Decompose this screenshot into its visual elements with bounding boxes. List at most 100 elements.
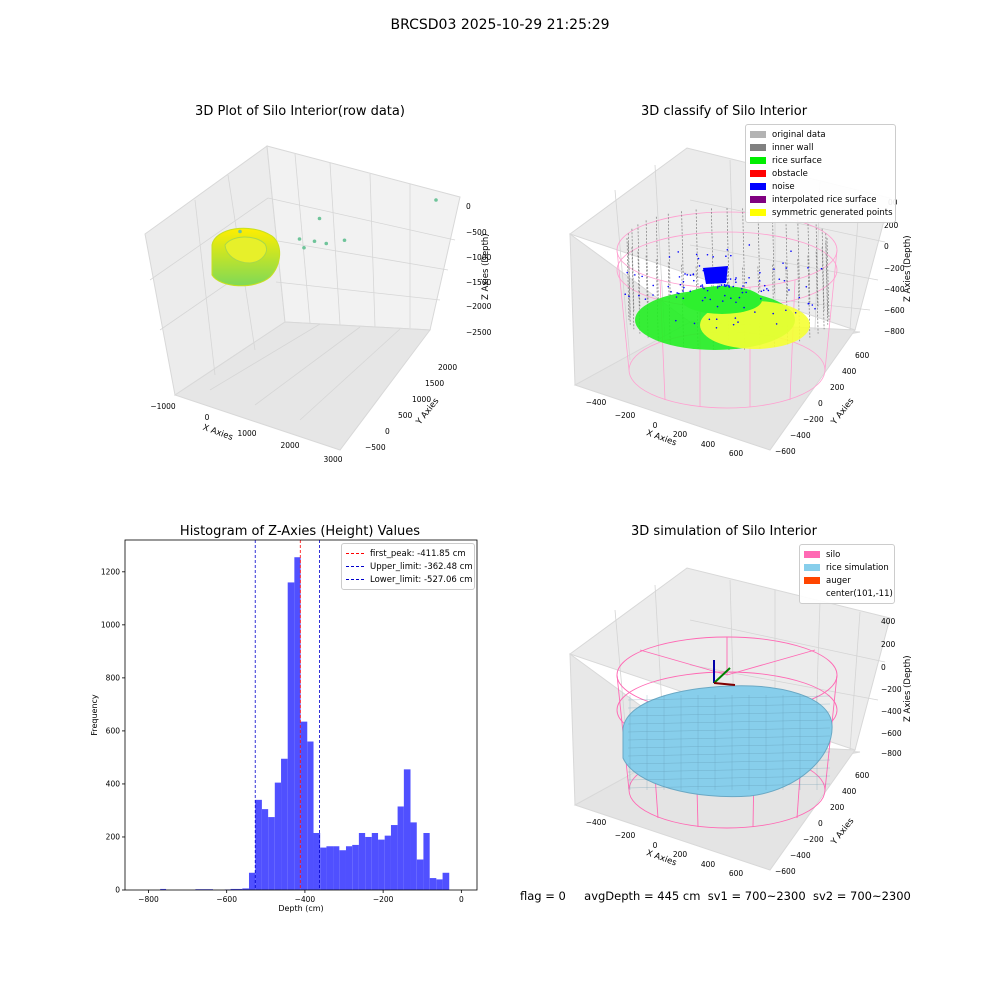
legend-swatch xyxy=(750,170,766,177)
legend-swatch xyxy=(804,564,820,571)
noise-point xyxy=(820,267,823,270)
legend-label: symmetric generated points xyxy=(772,207,893,218)
legend-item: center(101,-11) xyxy=(804,587,893,600)
legend-item: silo xyxy=(804,548,890,561)
x-tick-label: 400 xyxy=(701,860,716,869)
y-tick-label: 600 xyxy=(106,726,121,735)
legend-label: center(101,-11) xyxy=(826,588,893,599)
wall-column xyxy=(626,237,630,321)
noise-point xyxy=(742,285,744,287)
noise-point xyxy=(783,279,786,282)
z-tick-label: −800 xyxy=(881,749,902,758)
y-tick-label: 800 xyxy=(106,673,121,682)
histogram-bar xyxy=(326,846,334,890)
outlier-point xyxy=(238,229,242,234)
z-tick-label: 0 xyxy=(466,202,471,211)
legend-item: first_peak: -411.85 cm xyxy=(346,547,470,560)
noise-point xyxy=(724,285,727,287)
x-tick-label: 200 xyxy=(673,430,688,439)
z-tick-label: −200 xyxy=(884,264,905,273)
wall-column xyxy=(726,207,730,291)
legend-label: auger xyxy=(826,575,851,586)
x-tick-label: 1000 xyxy=(237,429,256,438)
wall-column xyxy=(815,251,819,334)
noise-point xyxy=(693,279,695,282)
noise-point xyxy=(667,285,670,288)
noise-point xyxy=(624,293,627,295)
x-tick-label: −800 xyxy=(138,895,159,904)
x-tick-label: 600 xyxy=(729,869,744,878)
noise-point xyxy=(743,306,745,309)
legend-label: silo xyxy=(826,549,841,560)
histogram-bar xyxy=(320,847,327,890)
mesh-line xyxy=(627,775,831,781)
noise-point xyxy=(775,323,778,325)
panel4-zlabel: Z Axies (Depth) xyxy=(903,655,913,722)
wall-column xyxy=(695,209,699,292)
z-tick-label: 400 xyxy=(881,617,896,626)
wall-column xyxy=(631,247,635,330)
noise-point xyxy=(675,296,678,298)
z-tick-label: −600 xyxy=(884,306,905,315)
noise-point xyxy=(634,274,636,276)
noise-point xyxy=(717,285,719,288)
noise-point xyxy=(693,322,696,325)
wall-column xyxy=(637,224,641,307)
panel4-title: 3D simulation of Silo Interior xyxy=(631,524,817,539)
z-tick-label: −400 xyxy=(881,707,902,716)
outlier-point xyxy=(302,245,306,250)
y-tick-label: −600 xyxy=(775,867,796,876)
noise-point xyxy=(745,281,747,284)
noise-point xyxy=(758,280,761,282)
noise-point xyxy=(686,274,689,276)
legend-item: Lower_limit: -527.06 cm xyxy=(346,573,473,586)
noise-point xyxy=(794,311,797,314)
noise-point xyxy=(723,285,726,287)
y-tick-label: 200 xyxy=(830,803,845,812)
mesh-line xyxy=(627,703,831,709)
histogram-ylabel: Frequency xyxy=(90,694,99,736)
histogram-bar xyxy=(281,758,288,890)
legend-label: rice simulation xyxy=(826,562,889,573)
plot-frame xyxy=(124,539,478,891)
legend-swatch xyxy=(804,590,820,597)
x-tick-label: −600 xyxy=(216,895,237,904)
legend-line xyxy=(346,579,364,580)
noise-point xyxy=(706,289,709,292)
noise-point xyxy=(712,256,714,258)
noise-point xyxy=(684,273,686,275)
noise-point xyxy=(692,273,695,276)
noise-point xyxy=(754,311,756,313)
status-sv2: sv2 = 700~2300 xyxy=(812,889,911,903)
noise-point xyxy=(740,287,743,290)
y-tick-label: 200 xyxy=(106,832,121,841)
z-tick-label: −2500 xyxy=(466,328,492,337)
mesh-line xyxy=(627,695,831,701)
histogram-bar xyxy=(410,822,417,890)
legend-label: Lower_limit: -527.06 cm xyxy=(370,574,473,585)
z-tick-label: 200 xyxy=(881,640,896,649)
y-tick-label: −200 xyxy=(803,415,824,424)
outlier-point xyxy=(317,216,322,221)
noise-point xyxy=(689,274,692,276)
noise-point xyxy=(709,298,712,301)
wall-column xyxy=(825,233,829,316)
z-tick-label: −1500 xyxy=(466,278,492,287)
histogram-bar xyxy=(416,859,424,890)
outlier-point xyxy=(434,198,438,202)
outlier-point xyxy=(297,237,302,241)
x-tick-label: −1000 xyxy=(150,402,176,411)
noise-point xyxy=(725,255,727,257)
y-tick-label: 1000 xyxy=(101,620,120,629)
legend-item: interpolated rice surface xyxy=(750,193,891,206)
noise-point xyxy=(676,292,678,294)
noise-point xyxy=(748,276,750,279)
center-axis-y xyxy=(713,667,731,684)
legend-swatch xyxy=(804,577,820,584)
z-tick-label: −600 xyxy=(881,729,902,738)
noise-point xyxy=(759,271,761,274)
outlier-point xyxy=(312,239,317,244)
legend-item: original data xyxy=(750,128,891,141)
histogram-bar xyxy=(160,888,167,890)
noise-point xyxy=(805,286,808,288)
